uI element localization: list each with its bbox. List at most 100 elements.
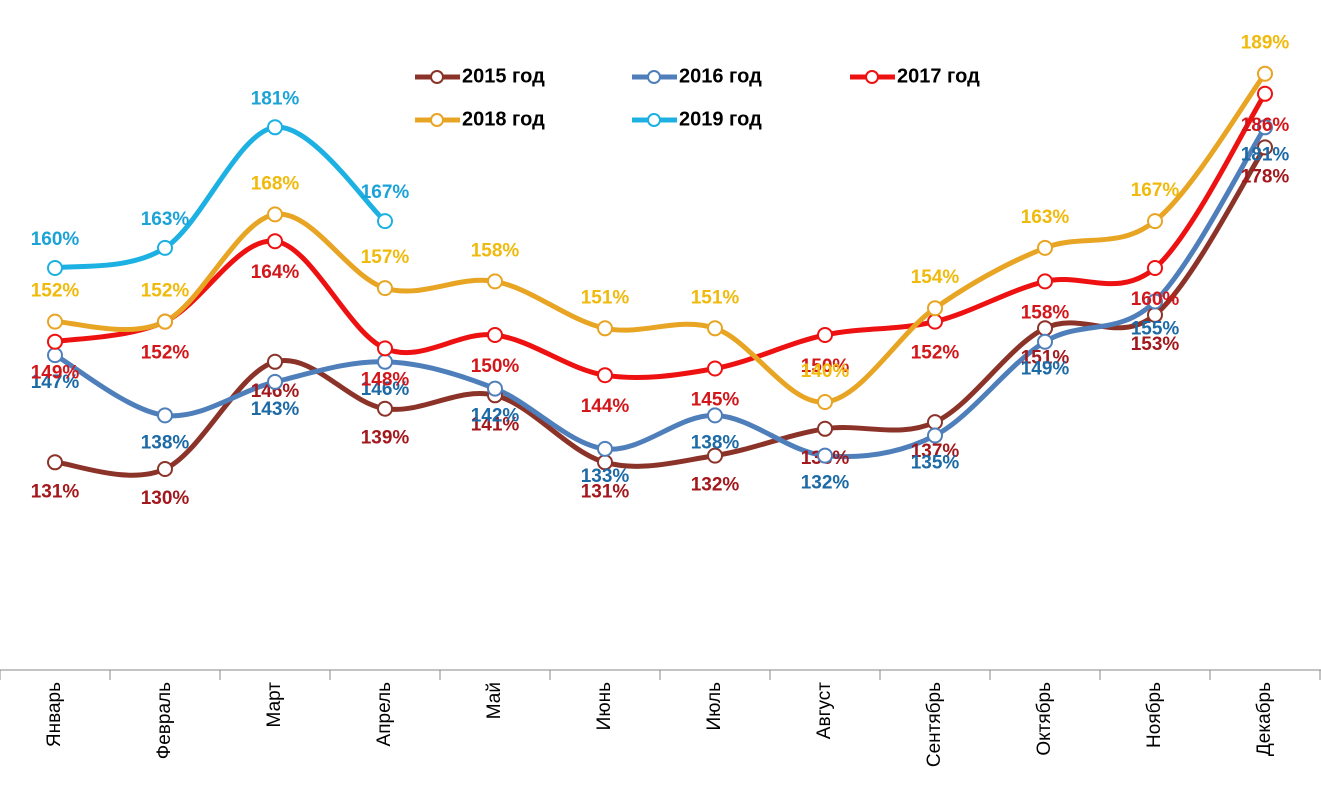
data-point bbox=[927, 414, 943, 431]
data-label: 151% bbox=[691, 287, 740, 308]
data-point bbox=[157, 407, 173, 424]
data-point bbox=[597, 367, 613, 384]
data-point bbox=[267, 119, 283, 136]
x-tick-label: Август bbox=[814, 682, 835, 739]
data-point bbox=[1257, 119, 1273, 136]
x-tick-label: Ноябрь bbox=[1144, 682, 1165, 748]
data-label: 160% bbox=[31, 229, 80, 250]
data-label: 133% bbox=[581, 466, 630, 487]
data-label: 167% bbox=[361, 182, 410, 203]
data-label: 181% bbox=[251, 88, 300, 109]
data-point bbox=[597, 320, 613, 337]
data-label: 152% bbox=[141, 343, 190, 364]
data-label: 148% bbox=[361, 369, 410, 390]
data-point bbox=[707, 447, 723, 464]
x-tick-label: Март bbox=[264, 682, 285, 728]
legend-marker bbox=[865, 70, 879, 84]
data-label: 150% bbox=[471, 356, 520, 377]
data-label: 157% bbox=[361, 247, 410, 268]
data-label: 160% bbox=[1131, 289, 1180, 310]
data-label: 181% bbox=[1241, 144, 1290, 165]
legend-label: 2015 год bbox=[462, 65, 545, 87]
data-point bbox=[817, 327, 833, 343]
x-tick-label: Февраль bbox=[154, 682, 175, 759]
data-point bbox=[157, 239, 173, 256]
data-point bbox=[267, 206, 283, 223]
data-label: 145% bbox=[691, 390, 740, 411]
data-point bbox=[47, 260, 63, 276]
data-point bbox=[377, 340, 393, 357]
data-label: 158% bbox=[1021, 302, 1070, 323]
data-point bbox=[47, 333, 63, 350]
data-label: 178% bbox=[1241, 166, 1290, 187]
data-label: 167% bbox=[1131, 180, 1180, 201]
data-label: 146% bbox=[251, 381, 300, 402]
data-point bbox=[267, 233, 283, 250]
data-point bbox=[47, 454, 63, 471]
series-line bbox=[52, 124, 388, 271]
data-point bbox=[1147, 213, 1163, 230]
data-label: 146% bbox=[361, 379, 410, 400]
data-label: 164% bbox=[251, 262, 300, 283]
data-label: 150% bbox=[801, 356, 850, 377]
data-label: 132% bbox=[801, 473, 850, 494]
data-label: 189% bbox=[1241, 33, 1290, 54]
data-point bbox=[487, 327, 503, 343]
legend-marker bbox=[647, 70, 661, 84]
data-label: 144% bbox=[581, 396, 630, 417]
data-label: 152% bbox=[31, 281, 80, 302]
data-point bbox=[817, 420, 833, 437]
data-label: 151% bbox=[581, 287, 630, 308]
data-point bbox=[927, 427, 943, 444]
series-line bbox=[52, 144, 1268, 478]
data-point bbox=[817, 447, 833, 464]
data-label: 142% bbox=[471, 406, 520, 427]
data-point bbox=[157, 313, 173, 330]
x-tick-label: Май bbox=[484, 682, 505, 719]
data-label: 141% bbox=[471, 414, 520, 435]
data-point bbox=[1037, 333, 1053, 350]
data-label: 131% bbox=[31, 481, 80, 502]
data-point bbox=[597, 440, 613, 457]
x-tick-label: Декабрь bbox=[1254, 682, 1275, 756]
legend-marker bbox=[430, 113, 444, 127]
legend-label: 2016 год bbox=[679, 65, 762, 87]
data-label: 149% bbox=[31, 363, 80, 384]
data-label: 151% bbox=[1021, 347, 1070, 368]
data-label: 147% bbox=[31, 372, 80, 393]
x-tick-label: Сентябрь bbox=[924, 682, 945, 767]
legend-marker bbox=[647, 113, 661, 127]
data-point bbox=[377, 280, 393, 297]
data-label: 140% bbox=[801, 361, 850, 382]
data-point bbox=[707, 320, 723, 337]
data-point bbox=[1257, 65, 1273, 82]
data-label: 152% bbox=[911, 343, 960, 364]
data-point bbox=[267, 373, 283, 390]
data-point bbox=[47, 313, 63, 330]
data-point bbox=[157, 461, 173, 477]
data-point bbox=[817, 394, 833, 410]
legend-label: 2019 год bbox=[679, 108, 762, 130]
data-point bbox=[487, 380, 503, 397]
data-point bbox=[1037, 239, 1053, 256]
data-label: 138% bbox=[141, 432, 190, 453]
data-label: 138% bbox=[691, 432, 740, 453]
x-tick-label: Январь bbox=[44, 682, 65, 747]
data-point bbox=[377, 353, 393, 370]
data-label: 168% bbox=[251, 173, 300, 194]
series-line bbox=[52, 91, 1268, 380]
x-tick-label: Октябрь bbox=[1034, 682, 1055, 756]
data-label: 154% bbox=[911, 267, 960, 288]
data-label: 139% bbox=[361, 428, 410, 449]
x-tick-label: Апрель bbox=[374, 682, 395, 747]
data-point bbox=[927, 300, 943, 317]
x-tick-label: Июнь bbox=[594, 682, 615, 730]
series-line bbox=[52, 71, 1268, 405]
data-point bbox=[1147, 260, 1163, 276]
data-label: 130% bbox=[141, 488, 190, 509]
data-point bbox=[377, 213, 393, 230]
data-label: 143% bbox=[251, 399, 300, 420]
data-point bbox=[377, 400, 393, 417]
legend-label: 2018 год bbox=[462, 108, 545, 130]
